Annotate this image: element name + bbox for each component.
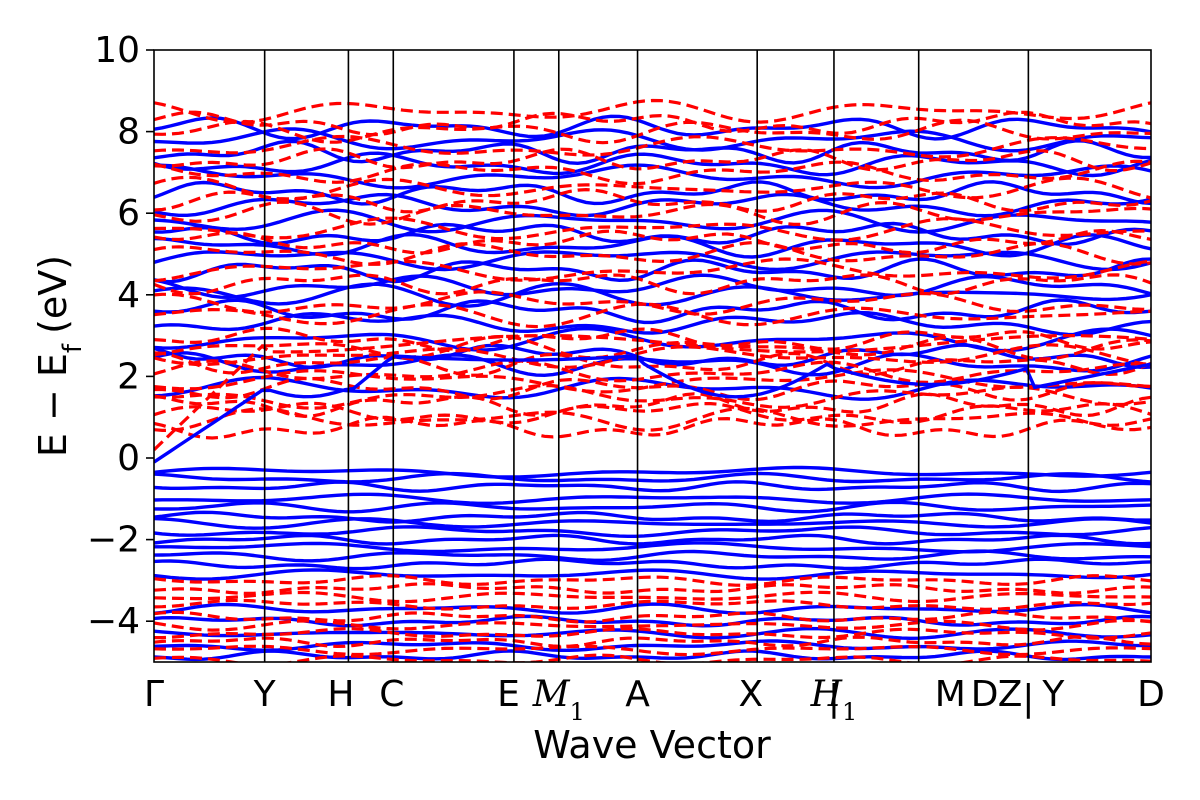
band-line-dashed (154, 368, 1151, 394)
band-line-solid (154, 471, 1151, 484)
segment-break-label: | (828, 678, 840, 719)
kpoint-label: Γ (144, 674, 164, 715)
band-line-solid (154, 480, 1151, 494)
band-line-solid (154, 557, 1151, 571)
x-axis-title: Wave Vector (533, 723, 771, 767)
band-line-dashed (154, 415, 1151, 440)
band-line-solid (154, 516, 1151, 530)
band-line-dashed (154, 626, 1151, 640)
band-line-dashed (154, 326, 1151, 353)
band-line-dashed (154, 406, 1151, 433)
kpoint-label: D (971, 674, 999, 715)
y-axis-ticks: 10 8 6 4 2 0 −2 −4 (87, 30, 154, 642)
band-line-solid (154, 310, 1151, 337)
band-line-dashed (154, 343, 1151, 369)
band-line-dashed (154, 134, 1151, 159)
band-line-solid (154, 354, 1151, 464)
band-line-dashed (154, 644, 1151, 657)
band-line-dashed (154, 598, 1151, 611)
y-axis-title: E − Ef (eV) (31, 255, 88, 457)
band-line-dashed (154, 334, 1151, 451)
band-line-dashed (154, 618, 1151, 632)
band-line-dashed (154, 590, 1151, 604)
kpoint-label: Y (253, 674, 277, 715)
band-line-solid (154, 510, 1151, 524)
band-line-dashed (154, 653, 1151, 662)
band-line-solid (154, 500, 1151, 514)
band-line-solid (154, 298, 1151, 325)
band-line-dashed (154, 159, 1151, 186)
plot-frame (153, 49, 1152, 663)
band-line-solid (154, 525, 1151, 538)
band-line-dashed (154, 334, 1151, 361)
y-tick-label: 6 (117, 193, 140, 234)
band-line-dashed (154, 175, 1151, 202)
kpoint-label: E (497, 674, 520, 715)
y-tick-label: −4 (87, 601, 140, 642)
band-line-solid (154, 568, 1151, 581)
band-line-solid (154, 192, 1151, 218)
kpoint-label: Z (998, 674, 1023, 715)
y-tick-label: 10 (94, 30, 140, 71)
band-line-dashed (154, 98, 1151, 125)
kpoint-label: X (739, 674, 764, 715)
y-tick-label: 4 (117, 275, 140, 316)
y-tick-label: 2 (117, 356, 140, 397)
y-axis-title-subscript: f (58, 343, 88, 353)
band-line-solid (154, 465, 1151, 479)
kpoint-label: H (327, 674, 354, 715)
x-axis-kpoint-labels: Γ Y H C E M1 A X H1 M Z D| |D Y (144, 674, 1165, 726)
band-line-dashed (154, 383, 1151, 410)
band-line-dashed (154, 573, 1151, 587)
band-line-dashed (154, 351, 1151, 377)
band-line-solid (154, 151, 1151, 178)
band-line-solid (154, 626, 1151, 641)
band-line-solid (154, 114, 1151, 141)
band-line-dashed (154, 110, 1151, 137)
band-line-dashed (154, 273, 1151, 296)
band-line-dashed (154, 582, 1151, 596)
band-line-dashed (154, 359, 1151, 385)
band-line-dashed (154, 200, 1151, 227)
band-line-dashed (154, 216, 1151, 242)
y-tick-label: −2 (87, 520, 140, 561)
kpoint-divider-lines (263, 50, 1030, 662)
band-line-dashed (154, 240, 1151, 266)
segment-break-label: | (1022, 678, 1034, 719)
band-line-solid (154, 549, 1151, 563)
kpoint-label: M1 (532, 674, 585, 726)
band-line-dashed (154, 228, 1151, 255)
band-line-dashed (154, 118, 1151, 145)
kpoint-label: A (625, 674, 650, 715)
kpoint-label: C (379, 674, 404, 715)
band-line-solid (154, 541, 1151, 554)
band-line-dashed (154, 147, 1151, 173)
band-line-dashed (154, 392, 1151, 418)
band-line-solid (154, 492, 1151, 505)
y-axis-title-main: E − E (31, 353, 75, 457)
band-line-solid (154, 257, 1151, 284)
kpoint-label: D (1137, 674, 1165, 715)
kpoint-label: H1 (810, 674, 858, 726)
y-tick-label: 0 (117, 438, 140, 479)
band-line-dashed (154, 635, 1151, 649)
band-line-dashed (154, 257, 1151, 283)
y-tick-label: 8 (117, 112, 140, 153)
band-line-dashed (154, 401, 1151, 425)
kpoint-label: M (935, 674, 966, 715)
band-line-solid (154, 533, 1151, 546)
band-line-dashed (154, 290, 1151, 316)
bands-layer (154, 98, 1151, 662)
y-axis-title-unit: (eV) (31, 255, 75, 334)
kpoint-label: Y (1041, 674, 1065, 715)
